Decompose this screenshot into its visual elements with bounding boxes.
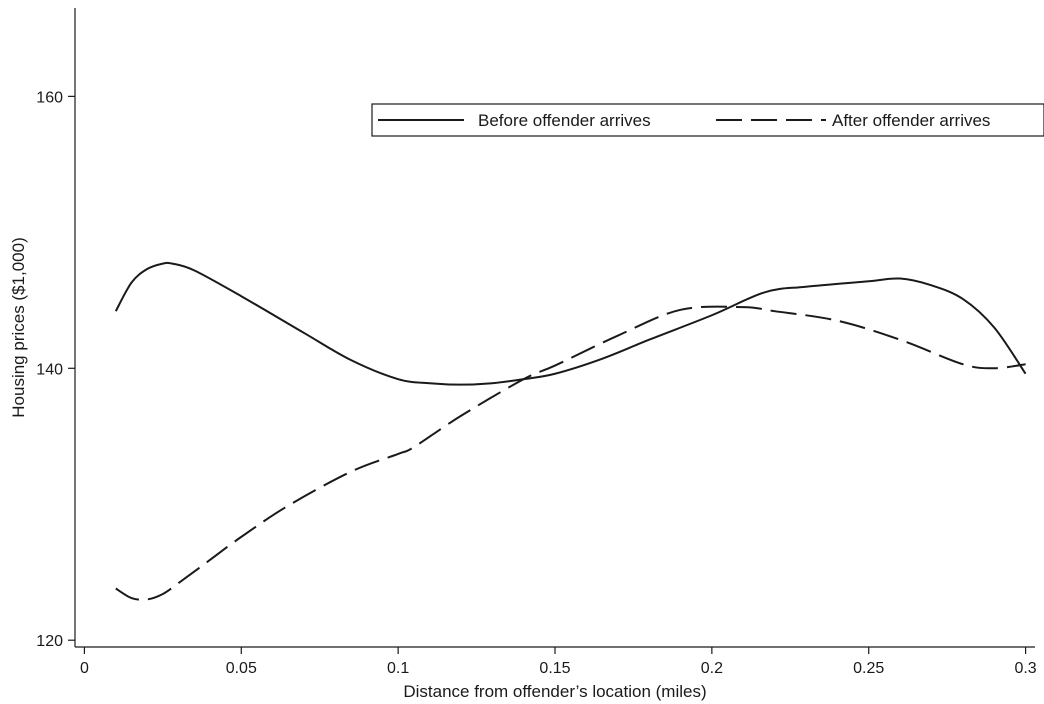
legend-label-after: After offender arrives (832, 111, 990, 130)
legend: Before offender arrives After offender ar… (371, 103, 1044, 137)
series-after-line (115, 305, 1026, 601)
axes: 0 0.05 0.1 0.15 0.2 0.25 0.3 120 140 160 (36, 8, 1037, 677)
x-tick-label: 0.05 (226, 660, 257, 677)
x-tick-label: 0 (80, 660, 89, 677)
x-tick-label: 0.15 (539, 660, 570, 677)
series-layer (114, 261, 1027, 601)
legend-box (371, 103, 1044, 137)
x-tick-label: 0.3 (1014, 660, 1036, 677)
x-tick-label: 0.25 (853, 660, 884, 677)
y-tick-label: 120 (36, 633, 63, 650)
x-axis-title: Distance from offender’s location (miles… (403, 682, 706, 701)
legend-label-before: Before offender arrives (478, 111, 651, 130)
x-tick-label: 0.2 (701, 660, 723, 677)
y-tick-label: 140 (36, 361, 63, 378)
y-tick-label: 160 (36, 89, 63, 106)
x-tick-label: 0.1 (387, 660, 409, 677)
y-axis-title: Housing prices ($1,000) (9, 237, 28, 417)
series-before-line (114, 261, 1027, 386)
